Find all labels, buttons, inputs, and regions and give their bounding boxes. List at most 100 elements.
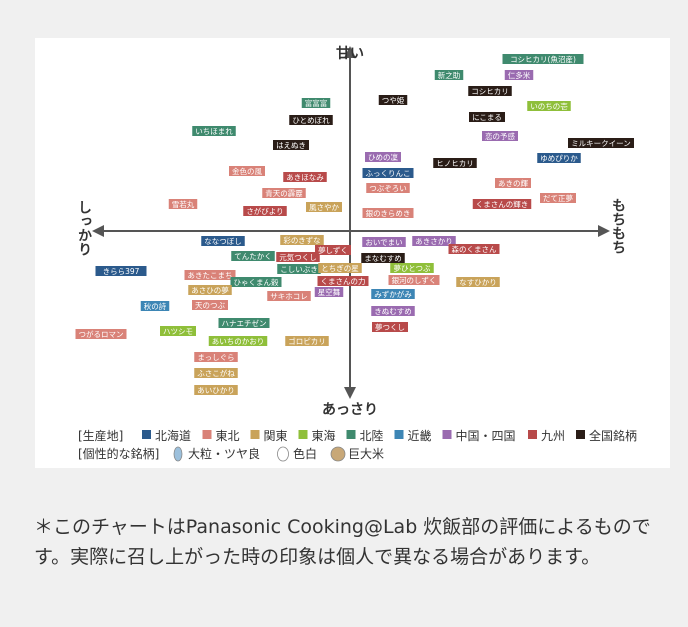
legend-label: 北海道 bbox=[155, 428, 191, 443]
rice-label: あいちのかおり bbox=[212, 337, 265, 346]
label-box bbox=[243, 206, 287, 216]
label-box bbox=[230, 277, 282, 287]
legend-icon bbox=[277, 446, 289, 462]
label-box bbox=[361, 253, 405, 263]
rice-label: 森のくまさん bbox=[452, 244, 497, 254]
legend-swatch bbox=[394, 430, 404, 439]
label-box bbox=[456, 277, 500, 287]
label-box bbox=[314, 287, 344, 297]
legend-swatch bbox=[142, 430, 151, 439]
label-box bbox=[277, 264, 321, 274]
legend-label: 九州 bbox=[541, 429, 565, 443]
legend: [生産地] 北海道 東北 関東 東海 北陸 近畿 中国・四国 九州 全国銘柄 [個性的な銘柄] 大粒・… bbox=[78, 428, 637, 462]
rice-label: つぶぞろい bbox=[369, 184, 407, 193]
label-box bbox=[468, 86, 512, 96]
label-box bbox=[482, 131, 518, 141]
label-box bbox=[434, 70, 464, 80]
rice-label: あきの輝 bbox=[498, 178, 528, 188]
legend-label: 関東 bbox=[264, 429, 288, 443]
label-box bbox=[469, 112, 505, 122]
chart: 甘い あっさり しっかり もちもち コシヒカリ(魚沼産)新之助 仁多米つや姫コシヒ… bbox=[35, 38, 670, 468]
rice-label: ひゃくまん穀 bbox=[234, 277, 279, 287]
label-box bbox=[208, 336, 268, 346]
rice-label: ミルキークイーン bbox=[571, 139, 631, 148]
rice-label: 秋の詩 bbox=[144, 301, 167, 311]
rice-label: 新之助 bbox=[438, 70, 461, 80]
arrow bbox=[344, 46, 356, 58]
rice-label: 元気つくし bbox=[279, 252, 317, 262]
arrow bbox=[598, 225, 610, 237]
rice-label: コシヒカリ(魚沼産) bbox=[510, 54, 576, 64]
legend-label: 東北 bbox=[216, 429, 240, 443]
legend-title: [個性的な銘柄] bbox=[78, 446, 159, 461]
legend-label: 北陸 bbox=[360, 429, 384, 443]
label-box bbox=[301, 98, 331, 108]
rice-label: 夢ひとつぶ bbox=[394, 263, 431, 273]
label-box bbox=[306, 202, 342, 212]
legend-icon bbox=[330, 446, 346, 462]
label-box bbox=[184, 270, 236, 280]
rice-label: あさひの夢 bbox=[191, 285, 229, 295]
legend-label: 近畿 bbox=[408, 429, 432, 443]
label-box bbox=[362, 237, 406, 247]
label-box bbox=[371, 306, 415, 316]
rice-label: ふさこがね bbox=[197, 368, 235, 378]
rice-label: いちほまれ bbox=[195, 127, 233, 136]
legend-label: 全国銘柄 bbox=[589, 428, 637, 443]
label-box bbox=[315, 245, 351, 255]
legend-swatch bbox=[298, 430, 308, 439]
rice-label: ハナエチゼン bbox=[222, 318, 267, 328]
legend-title: [生産地] bbox=[78, 428, 123, 443]
rice-label: くまさんの輝き bbox=[476, 199, 529, 209]
legend-label: 東海 bbox=[312, 428, 336, 443]
rice-label: あきほなみ bbox=[286, 173, 324, 182]
rice-label: なすひかり bbox=[459, 278, 497, 287]
label-box bbox=[188, 285, 232, 295]
label-box bbox=[448, 244, 500, 254]
label-box bbox=[540, 193, 576, 203]
rice-label: 金色の風 bbox=[232, 166, 262, 176]
legend-swatch bbox=[202, 430, 212, 439]
label-box bbox=[160, 326, 196, 336]
rice-label: 銀のきらめき bbox=[366, 209, 411, 218]
label-box bbox=[568, 138, 634, 148]
label-box bbox=[433, 158, 477, 168]
label-box bbox=[168, 199, 198, 209]
rice-label: きぬむすめ bbox=[374, 307, 412, 316]
label-box bbox=[140, 301, 170, 311]
label-box bbox=[280, 235, 324, 245]
label-box bbox=[504, 70, 534, 80]
arrow bbox=[92, 225, 104, 237]
label-box bbox=[192, 300, 228, 310]
label-box bbox=[262, 188, 306, 198]
rice-label: みずかがみ bbox=[374, 289, 412, 299]
rice-label: 夢つくし bbox=[375, 322, 405, 332]
rice-label: まなむすめ bbox=[364, 254, 402, 263]
label-box bbox=[194, 368, 238, 378]
rice-label: 雪若丸 bbox=[172, 199, 195, 209]
rice-label: 青天の霹靂 bbox=[265, 188, 303, 198]
label-box bbox=[95, 266, 147, 276]
rice-label: きらら397 bbox=[103, 267, 140, 276]
label-box bbox=[502, 54, 584, 64]
rice-label: あきさかり bbox=[415, 237, 453, 246]
label-box bbox=[495, 178, 531, 188]
label-box bbox=[273, 140, 309, 150]
label-box bbox=[412, 236, 456, 246]
rice-label: 天のつぶ bbox=[195, 301, 225, 310]
label-box bbox=[537, 153, 581, 163]
label-box bbox=[201, 236, 245, 246]
legend-swatch bbox=[576, 430, 585, 439]
label-box bbox=[390, 263, 434, 273]
axis-label: 甘い bbox=[336, 45, 364, 62]
label-box bbox=[285, 336, 329, 346]
rice-label: 恋の予感 bbox=[485, 131, 515, 141]
rice-label: はえぬき bbox=[276, 141, 306, 150]
label-box bbox=[527, 101, 571, 111]
label-box bbox=[194, 385, 238, 395]
rice-label: あいひかり bbox=[197, 386, 235, 395]
rice-label: 富富富 bbox=[305, 98, 328, 108]
axis-label: もちもち bbox=[610, 198, 626, 254]
rice-label: ヒノヒカリ bbox=[436, 159, 474, 168]
